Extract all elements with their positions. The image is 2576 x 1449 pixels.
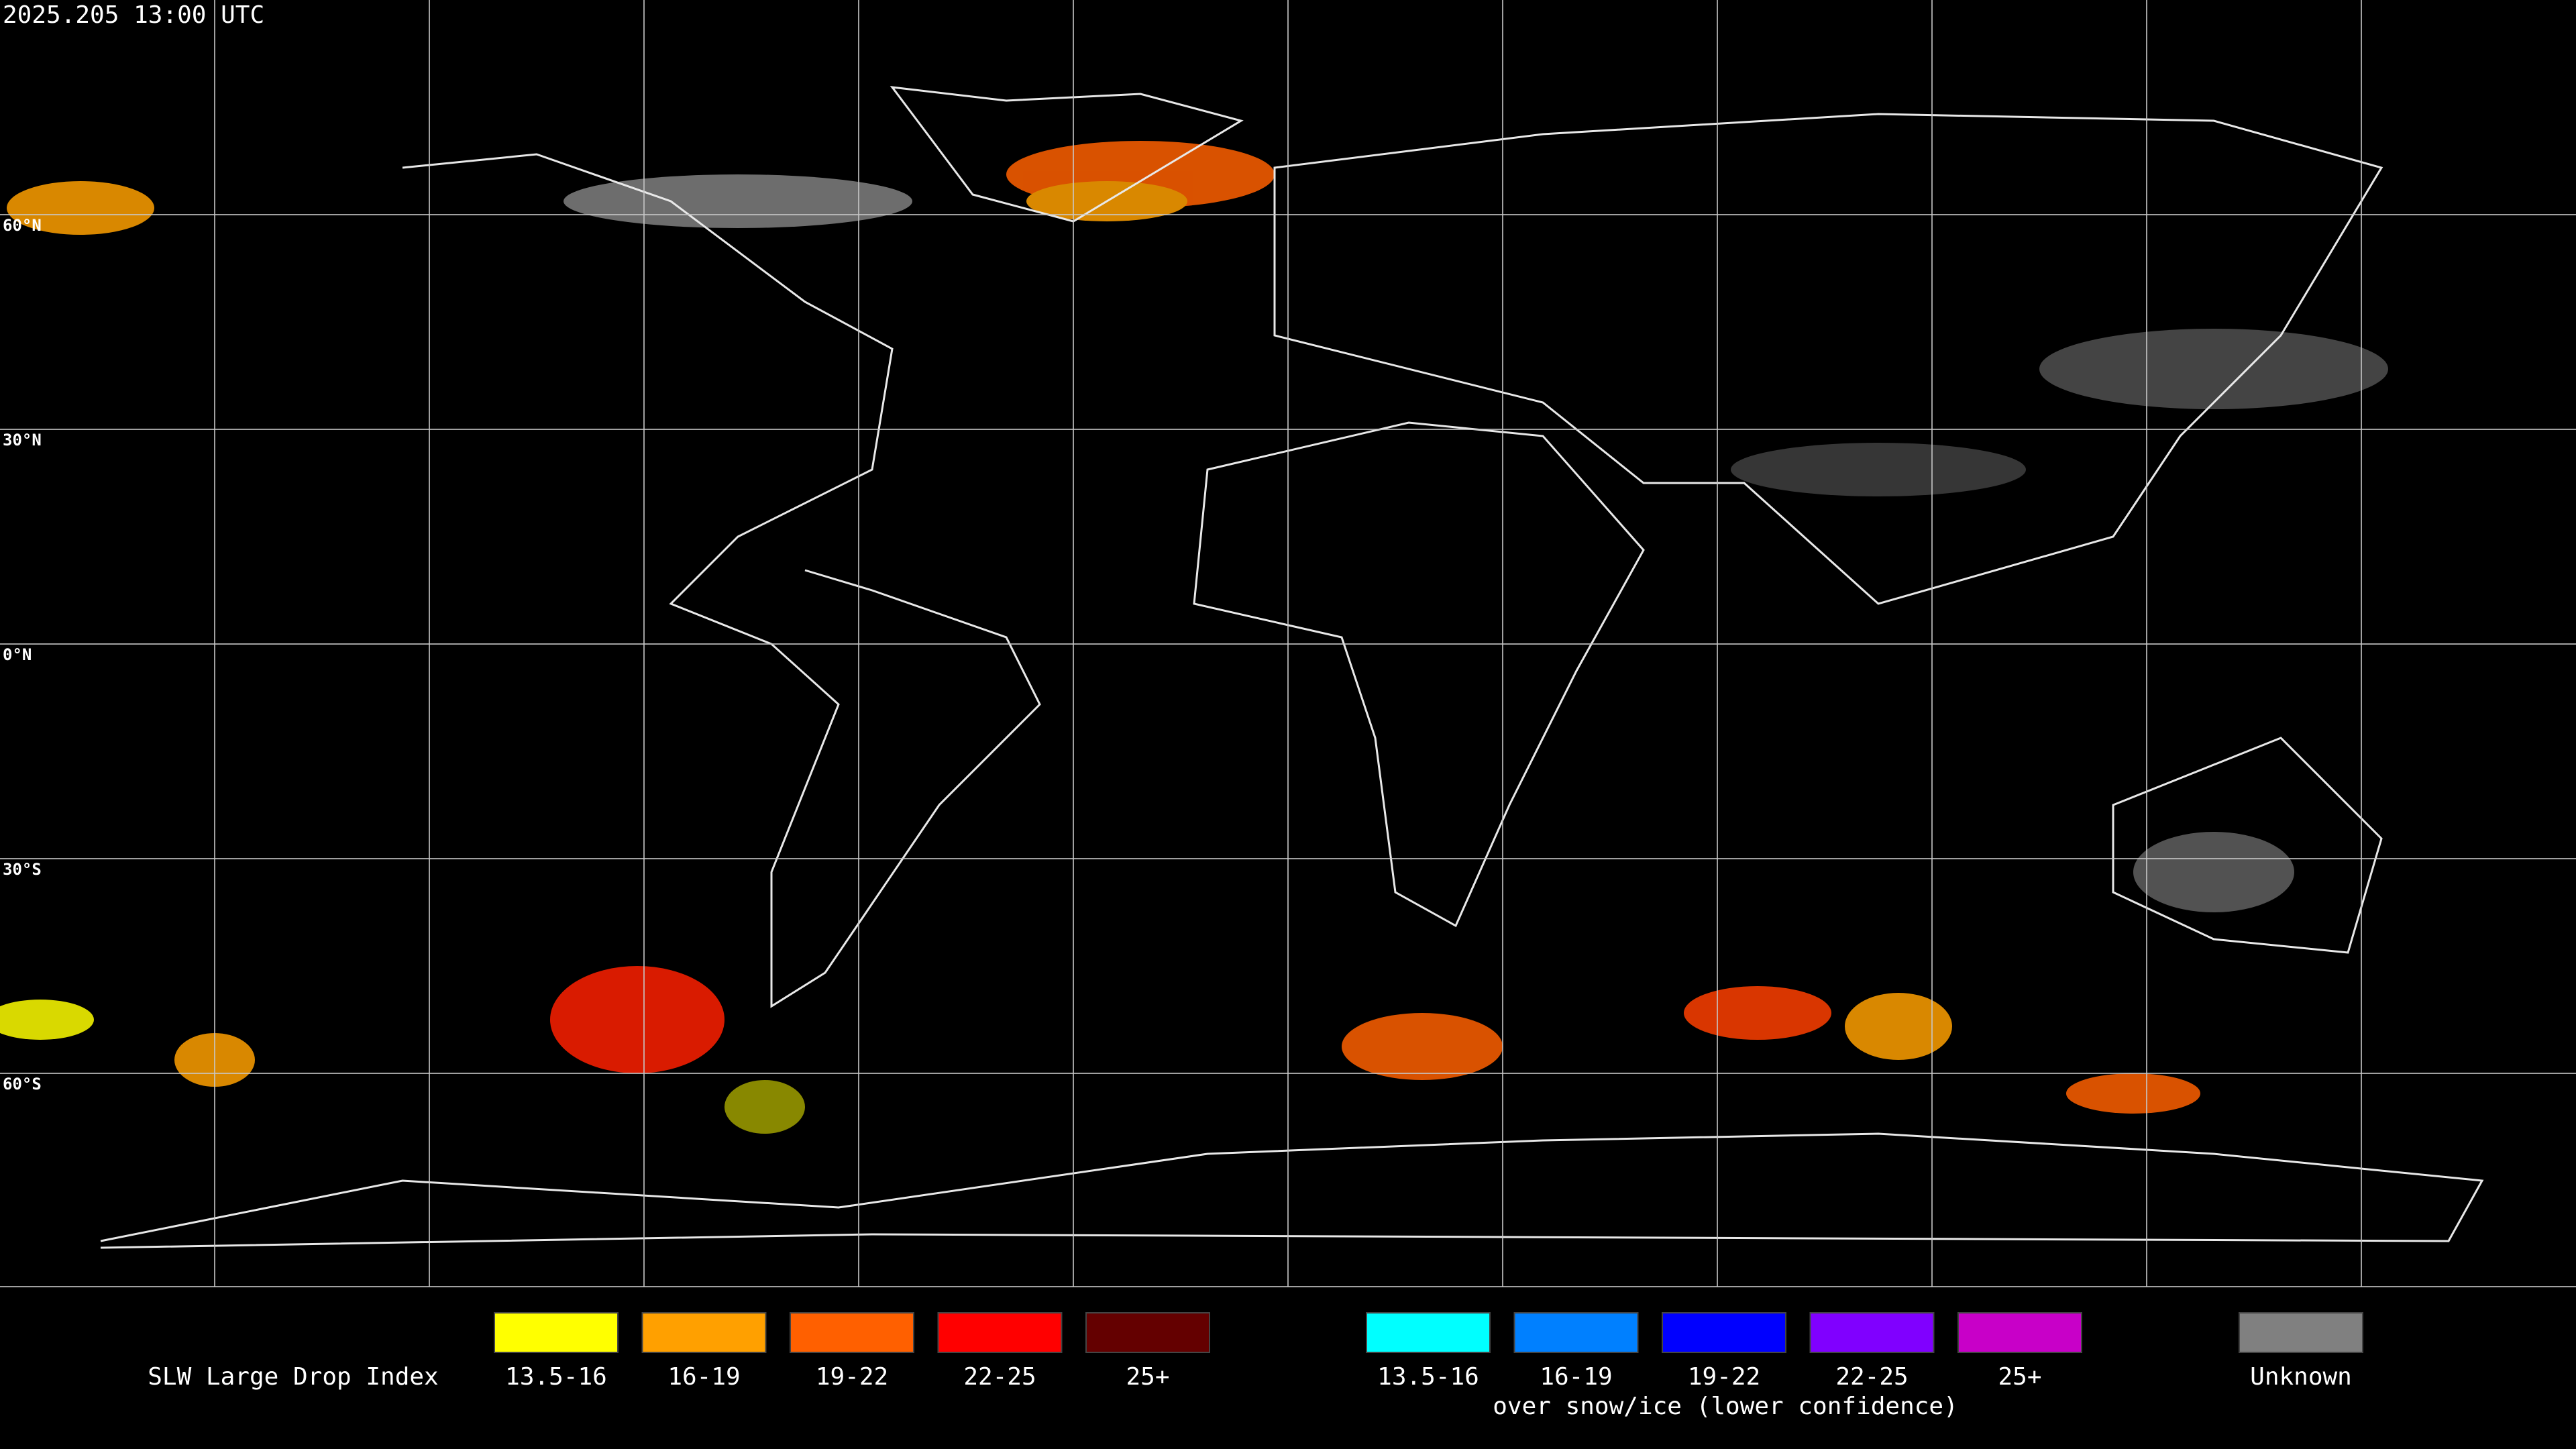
- latitude-label: 60°S: [3, 1075, 42, 1093]
- legend-swatch: [1513, 1312, 1639, 1353]
- legend-swatch: [1366, 1312, 1491, 1353]
- coastlines: [100, 86, 2484, 1249]
- legend-swatch: [1809, 1312, 1935, 1353]
- legend-label: 19-22: [816, 1363, 888, 1391]
- legend: SLW Large Drop Index over snow/ice (lowe…: [148, 1312, 2363, 1420]
- coastline: [890, 86, 1244, 223]
- cloud-patch: [1342, 1013, 1503, 1080]
- legend-label: 16-19: [667, 1363, 740, 1391]
- cloud-patch: [2133, 832, 2294, 912]
- legend-swatch: [937, 1312, 1063, 1353]
- coastline: [1193, 421, 1645, 928]
- legend-swatch: [1085, 1312, 1210, 1353]
- legend-label: 16-19: [1540, 1363, 1612, 1391]
- latitude-labels: 60°N 30°N 0°N 30°S 60°S: [3, 216, 42, 1093]
- legend-label: 19-22: [1688, 1363, 1760, 1391]
- legend-swatch: [1957, 1312, 2082, 1353]
- cloud-patch: [550, 966, 724, 1073]
- legend-caption: over snow/ice (lower confidence): [1493, 1393, 1958, 1420]
- legend-label: 13.5-16: [505, 1363, 607, 1391]
- coastline: [2112, 737, 2383, 954]
- latitude-label: 60°N: [3, 216, 42, 235]
- legend-swatch: [494, 1312, 619, 1353]
- legend-swatch: [1662, 1312, 1786, 1353]
- cloud-patch: [1845, 993, 1952, 1060]
- legend-label: 25+: [1126, 1363, 1169, 1391]
- cloud-patch: [1731, 443, 2026, 496]
- cloud-patch: [1684, 986, 1831, 1040]
- legend-label: 13.5-16: [1377, 1363, 1479, 1391]
- cloud-patch: [2066, 1073, 2200, 1114]
- cloud-patch: [2039, 329, 2388, 409]
- graticule: [0, 0, 2576, 1287]
- legend-swatch: [641, 1312, 767, 1353]
- coastline: [100, 1132, 2484, 1249]
- coastline: [402, 153, 1041, 1008]
- legend-label: 22-25: [1835, 1363, 1908, 1391]
- cloud-patch: [0, 1000, 94, 1040]
- timestamp: 2025.205 13:00 UTC: [3, 1, 264, 29]
- latitude-label: 30°N: [3, 431, 42, 449]
- legend-label: 25+: [1998, 1363, 2041, 1391]
- latitude-label: 30°S: [3, 860, 42, 879]
- cloud-patch: [7, 181, 154, 235]
- legend-label: 22-25: [963, 1363, 1036, 1391]
- legend-label: Unknown: [2250, 1363, 2352, 1391]
- legend-swatch: [790, 1312, 914, 1353]
- legend-title: SLW Large Drop Index: [148, 1363, 438, 1391]
- cloud-patch: [724, 1080, 805, 1134]
- legend-swatch: [2239, 1312, 2363, 1353]
- latitude-label: 0°N: [3, 645, 32, 664]
